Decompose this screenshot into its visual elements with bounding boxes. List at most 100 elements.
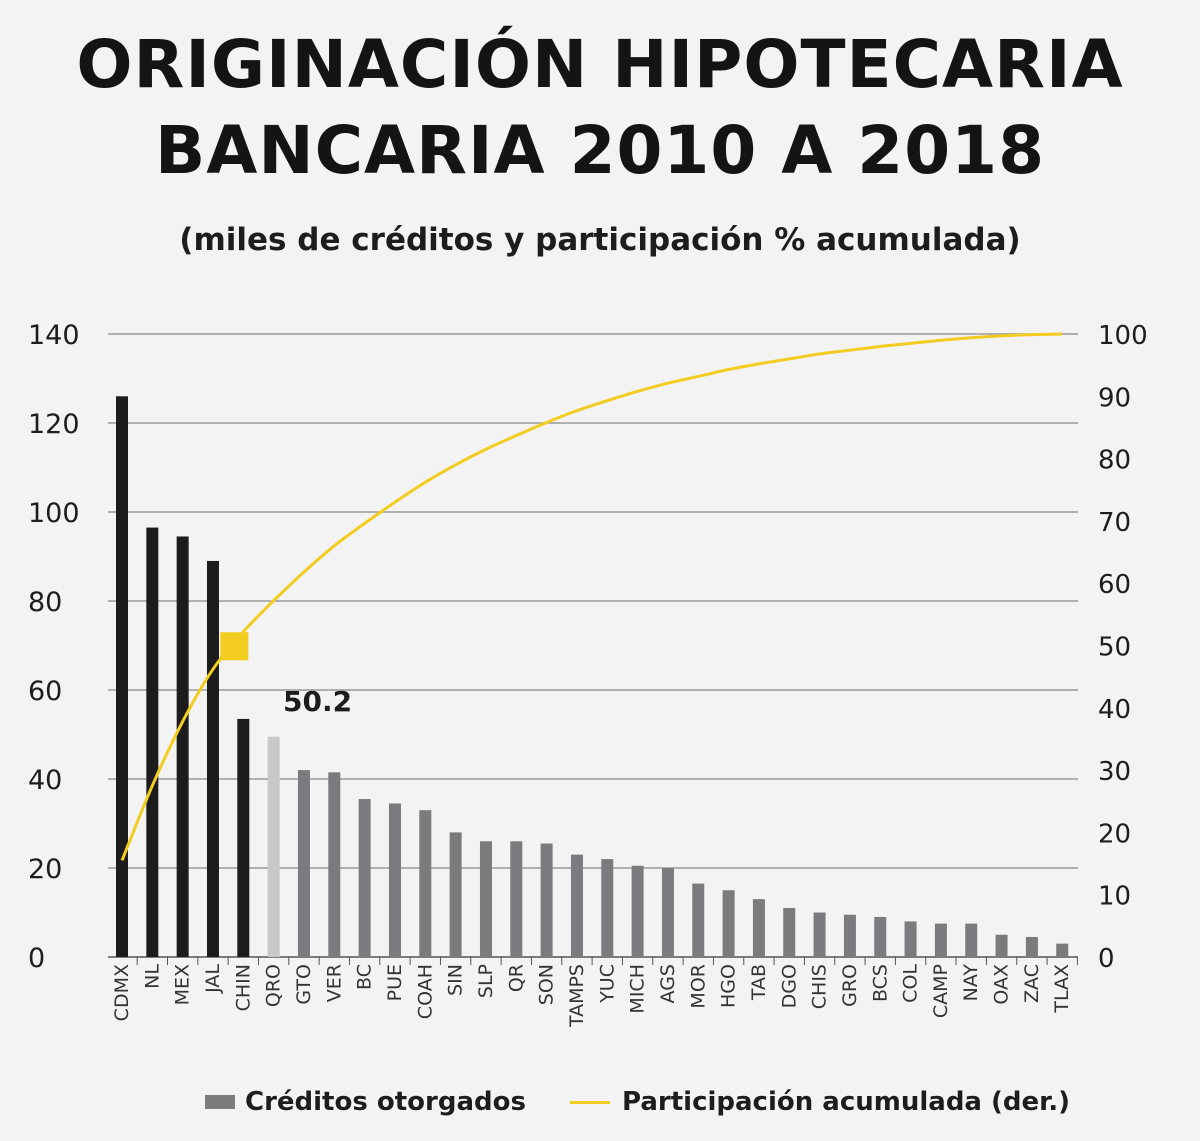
right-tick-label: 20 xyxy=(1098,819,1131,849)
right-tick-label: 40 xyxy=(1098,695,1131,725)
x-tick-label: GRO xyxy=(839,964,861,1007)
bar xyxy=(116,396,128,957)
bar xyxy=(510,841,523,957)
bar xyxy=(783,908,796,957)
cumulative-line xyxy=(120,332,1063,861)
annotation-label: 50.2 xyxy=(283,685,352,718)
chart-title: ORIGINACIÓN HIPOTECARIA BANCARIA 2010 A … xyxy=(0,22,1200,194)
x-tick-label: SIN xyxy=(445,964,467,996)
x-tick-label: AGS xyxy=(657,964,679,1003)
bar xyxy=(661,868,674,957)
left-axis-ticks: 0 20 40 60 80 100 120 140 xyxy=(28,320,80,974)
chart-subtitle: (miles de créditos y participación % acu… xyxy=(179,222,1021,258)
bar xyxy=(722,890,735,957)
title-line-2: BANCARIA 2010 A 2018 xyxy=(155,112,1045,189)
left-tick-label: 140 xyxy=(28,320,80,351)
bar xyxy=(297,770,310,957)
bar xyxy=(570,854,583,957)
x-tick-label: CHIN xyxy=(232,964,254,1011)
x-tick-label: DGO xyxy=(778,964,800,1008)
bar xyxy=(813,912,826,957)
x-tick-label: NAY xyxy=(960,964,982,1002)
x-tick-label: JAL xyxy=(202,964,224,994)
x-axis-labels: CDMX NL MEX JAL CHIN QRO GTO VER BC PUE COAH SIN SLP… xyxy=(111,964,1073,1028)
x-tick-label: CAMP xyxy=(930,964,952,1018)
x-tick-label: TAMPS xyxy=(566,964,588,1028)
x-tick-label: SLP xyxy=(475,964,497,998)
x-tick-label: QRO xyxy=(263,964,285,1007)
bar xyxy=(146,527,159,957)
x-tick-label: SON xyxy=(536,964,558,1005)
cumulative-line-path xyxy=(120,332,1063,861)
legend-label-line: Participación acumulada (der.) xyxy=(622,1087,1071,1117)
bar xyxy=(752,899,765,957)
x-tick-label: NL xyxy=(141,964,163,989)
bar xyxy=(267,736,280,957)
annotation-marker xyxy=(220,632,249,661)
x-tick-label: PUE xyxy=(384,964,406,1001)
bar xyxy=(419,810,432,957)
x-tick-label: TAB xyxy=(748,964,770,1001)
annotation: 50.2 xyxy=(220,632,352,718)
right-tick-label: 0 xyxy=(1098,944,1115,974)
x-tick-label: MICH xyxy=(627,964,649,1014)
bar xyxy=(692,883,705,957)
bar xyxy=(995,934,1008,957)
bar xyxy=(358,799,371,957)
bar xyxy=(388,803,401,957)
x-tick-label: HGO xyxy=(718,964,740,1008)
bar xyxy=(1025,936,1038,957)
x-tick-label: COL xyxy=(900,964,922,1003)
x-tick-label: BCS xyxy=(869,964,891,1002)
left-tick-label: 60 xyxy=(28,676,62,707)
bar xyxy=(479,841,492,957)
x-tick-label: COAH xyxy=(414,964,436,1019)
right-tick-label: 10 xyxy=(1098,882,1131,912)
bar xyxy=(206,560,219,957)
legend: Créditos otorgados Participación acumula… xyxy=(0,1082,1200,1122)
x-tick-label: GTO xyxy=(293,964,315,1005)
legend-swatch-bars xyxy=(205,1095,235,1109)
bar xyxy=(237,718,250,957)
x-tick-label: OAX xyxy=(991,964,1013,1005)
bar xyxy=(904,921,917,957)
gridlines xyxy=(108,333,1078,958)
x-tick-label: MOR xyxy=(687,964,709,1009)
x-tick-label: YUC xyxy=(596,964,618,1004)
left-tick-label: 0 xyxy=(28,943,45,974)
bar xyxy=(1056,943,1069,957)
bar xyxy=(540,843,553,957)
right-tick-label: 50 xyxy=(1098,633,1131,663)
bar xyxy=(874,916,887,957)
bar xyxy=(449,832,462,957)
left-tick-label: 120 xyxy=(28,409,80,440)
left-tick-label: 20 xyxy=(28,854,62,885)
legend-item-line: Participación acumulada (der.) xyxy=(570,1082,1070,1122)
legend-item-bars: Créditos otorgados xyxy=(205,1082,526,1122)
x-tick-label: CHIS xyxy=(809,964,831,1009)
bar xyxy=(601,859,614,957)
bar xyxy=(176,536,189,957)
right-tick-label: 60 xyxy=(1098,570,1131,600)
right-tick-label: 90 xyxy=(1098,383,1131,413)
left-tick-label: 100 xyxy=(28,498,80,529)
right-axis-ticks: 0 10 20 30 40 50 60 70 80 90 100 xyxy=(1098,321,1148,974)
bars xyxy=(116,396,1078,965)
x-tick-label: BC xyxy=(354,964,376,990)
left-tick-label: 80 xyxy=(28,587,62,618)
bar xyxy=(934,923,947,957)
x-tick-label: ZAC xyxy=(1021,964,1043,1003)
right-tick-label: 30 xyxy=(1098,757,1131,787)
x-tick-label: VER xyxy=(323,964,345,1002)
bar xyxy=(328,772,341,957)
x-tick-label: QR xyxy=(505,964,527,992)
left-tick-label: 40 xyxy=(28,765,62,796)
legend-label-bars: Créditos otorgados xyxy=(245,1087,526,1117)
right-tick-label: 100 xyxy=(1098,321,1148,351)
legend-swatch-line xyxy=(570,1100,610,1104)
x-tick-label: CDMX xyxy=(111,964,133,1021)
right-tick-label: 80 xyxy=(1098,446,1131,476)
x-tick-label: MEX xyxy=(172,964,194,1005)
